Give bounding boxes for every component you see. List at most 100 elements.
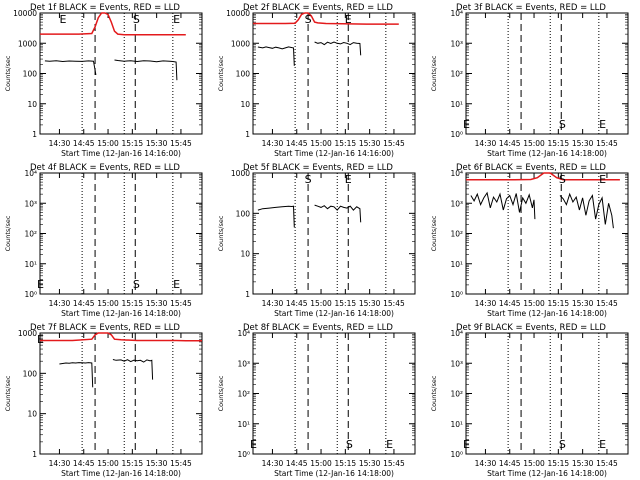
x-tick-label: 14:30 bbox=[262, 459, 284, 468]
y-tick-label: 10⁴ bbox=[450, 169, 463, 178]
x-tick-label: 14:45 bbox=[286, 459, 308, 468]
y-tick-label: 1 bbox=[32, 450, 37, 459]
events-series bbox=[44, 60, 97, 75]
marker-s: S bbox=[559, 173, 566, 186]
y-tick-label: 10¹ bbox=[450, 100, 463, 109]
events-series bbox=[257, 205, 295, 228]
panel-title: Det 3f BLACK = Events, RED = LLD bbox=[456, 3, 606, 13]
marker-e: E bbox=[463, 118, 470, 131]
x-tick-label: 15:30 bbox=[359, 459, 381, 468]
x-tick-label: 14:30 bbox=[475, 299, 497, 308]
panel-title: Det 1f BLACK = Events, RED = LLD bbox=[30, 3, 180, 13]
y-tick-label: 10² bbox=[450, 230, 463, 239]
y-tick-label: 10 bbox=[240, 250, 250, 259]
y-tick-label: 10 bbox=[240, 100, 250, 109]
marker-e: E bbox=[60, 13, 67, 26]
x-tick-label: 15:30 bbox=[146, 139, 168, 148]
y-tick-label: 10³ bbox=[24, 199, 37, 208]
x-axis-label: Start Time (12-Jan-16 14:18:00) bbox=[61, 309, 181, 318]
y-axis-label: Counts/sec bbox=[4, 215, 12, 251]
panel-title: Det 2f BLACK = Events, RED = LLD bbox=[243, 3, 393, 13]
y-tick-label: 10¹ bbox=[450, 260, 463, 269]
lld-series bbox=[466, 172, 620, 181]
x-tick-label: 15:00 bbox=[523, 299, 545, 308]
panel-title: Det 5f BLACK = Events, RED = LLD bbox=[243, 163, 393, 173]
x-tick-label: 14:45 bbox=[73, 139, 95, 148]
y-tick-label: 10⁰ bbox=[24, 290, 37, 299]
x-tick-label: 14:45 bbox=[499, 299, 521, 308]
y-axis-label: Counts/sec bbox=[430, 215, 438, 251]
x-tick-label: 15:15 bbox=[548, 459, 570, 468]
events-series bbox=[314, 41, 362, 56]
y-tick-label: 1000 bbox=[18, 39, 37, 48]
y-tick-label: 10 bbox=[27, 100, 37, 109]
x-tick-label: 15:00 bbox=[97, 139, 119, 148]
x-tick-label: 14:30 bbox=[49, 299, 71, 308]
y-tick-label: 1000 bbox=[18, 329, 37, 338]
x-tick-label: 15:15 bbox=[335, 139, 357, 148]
y-tick-label: 100 bbox=[236, 70, 251, 79]
x-tick-label: 15:30 bbox=[359, 139, 381, 148]
x-tick-label: 15:00 bbox=[97, 299, 119, 308]
marker-e: E bbox=[345, 173, 352, 186]
events-series bbox=[114, 59, 178, 81]
marker-s: S bbox=[305, 13, 312, 26]
x-axis-label: Start Time (12-Jan-16 14:18:00) bbox=[274, 469, 394, 478]
x-tick-label: 14:45 bbox=[499, 459, 521, 468]
x-tick-label: 14:30 bbox=[475, 459, 497, 468]
y-tick-label: 1 bbox=[245, 130, 250, 139]
x-tick-label: 15:15 bbox=[335, 299, 357, 308]
panel-det-2: Det 2f BLACK = Events, RED = LLD Start Ti… bbox=[217, 3, 416, 158]
x-tick-label: 15:45 bbox=[596, 299, 618, 308]
lld-series bbox=[253, 12, 399, 25]
events-series bbox=[559, 192, 614, 229]
panel-det-7: Det 7f BLACK = Events, RED = LLD Start Ti… bbox=[4, 323, 203, 478]
x-tick-label: 15:30 bbox=[572, 299, 594, 308]
y-tick-label: 100 bbox=[236, 209, 251, 218]
panel-det-3: Det 3f BLACK = Events, RED = LLD Start Ti… bbox=[430, 3, 629, 158]
x-tick-label: 15:00 bbox=[523, 139, 545, 148]
x-tick-label: 14:30 bbox=[262, 139, 284, 148]
marker-e: E bbox=[345, 13, 352, 26]
y-axis-label: Counts/sec bbox=[217, 375, 225, 411]
panel-title: Det 8f BLACK = Events, RED = LLD bbox=[243, 323, 393, 333]
y-axis-label: Counts/sec bbox=[217, 215, 225, 251]
plot-frame bbox=[252, 332, 416, 455]
x-tick-label: 15:15 bbox=[122, 299, 144, 308]
y-axis-label: Counts/sec bbox=[4, 375, 12, 411]
x-tick-label: 14:45 bbox=[499, 139, 521, 148]
y-tick-label: 10¹ bbox=[450, 420, 463, 429]
panel-title: Det 4f BLACK = Events, RED = LLD bbox=[30, 163, 180, 173]
y-tick-label: 100 bbox=[23, 70, 38, 79]
y-tick-label: 10⁰ bbox=[450, 450, 463, 459]
marker-e: E bbox=[173, 13, 180, 26]
y-tick-label: 10⁴ bbox=[24, 169, 37, 178]
x-tick-label: 15:30 bbox=[146, 459, 168, 468]
x-axis-label: Start Time (12-Jan-16 14:16:00) bbox=[61, 149, 181, 158]
y-tick-label: 10³ bbox=[450, 359, 463, 368]
panel-det-8: Det 8f BLACK = Events, RED = LLD Start Ti… bbox=[217, 323, 416, 478]
marker-e: E bbox=[463, 438, 470, 451]
y-tick-label: 10000 bbox=[226, 9, 250, 18]
x-tick-label: 15:15 bbox=[122, 139, 144, 148]
x-axis-label: Start Time (12-Jan-16 14:18:00) bbox=[487, 469, 607, 478]
x-tick-label: 15:00 bbox=[310, 459, 332, 468]
lld-series bbox=[40, 332, 202, 342]
x-tick-label: 15:45 bbox=[383, 459, 405, 468]
x-tick-label: 15:00 bbox=[310, 299, 332, 308]
panel-det-6: Det 6f BLACK = Events, RED = LLD Start Ti… bbox=[430, 163, 629, 318]
marker-e: E bbox=[386, 438, 393, 451]
x-tick-label: 15:45 bbox=[596, 459, 618, 468]
y-tick-label: 1 bbox=[245, 290, 250, 299]
y-tick-label: 1000 bbox=[231, 169, 250, 178]
x-axis-label: Start Time (12-Jan-16 14:18:00) bbox=[274, 309, 394, 318]
y-tick-label: 1000 bbox=[231, 39, 250, 48]
x-tick-label: 15:30 bbox=[572, 459, 594, 468]
y-tick-label: 10⁴ bbox=[237, 329, 250, 338]
x-tick-label: 14:45 bbox=[286, 139, 308, 148]
x-tick-label: 14:45 bbox=[286, 299, 308, 308]
y-tick-label: 10⁴ bbox=[450, 329, 463, 338]
y-tick-label: 10¹ bbox=[237, 420, 250, 429]
x-tick-label: 15:15 bbox=[122, 459, 144, 468]
